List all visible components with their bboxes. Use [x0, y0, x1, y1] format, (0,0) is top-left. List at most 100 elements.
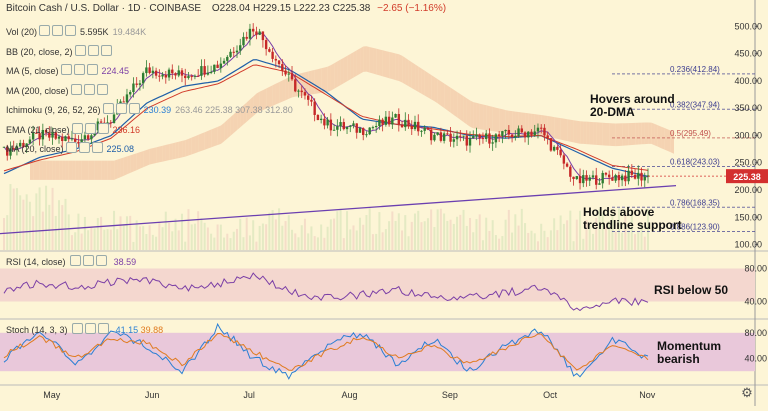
- gear-icon[interactable]: [87, 44, 99, 56]
- candle-body: [132, 83, 135, 93]
- volume-bar: [148, 225, 151, 250]
- candle-body: [436, 132, 439, 135]
- volume-bar: [614, 231, 617, 250]
- candle-body: [575, 176, 579, 179]
- close-icon[interactable]: [128, 103, 140, 114]
- ichimoku-cloud: [392, 52, 396, 81]
- indicator-label[interactable]: MA (20, close): [6, 144, 64, 154]
- candle-body: [200, 66, 203, 76]
- volume-bar: [637, 232, 640, 250]
- eye-icon[interactable]: [65, 142, 77, 153]
- ichimoku-cloud: [609, 123, 613, 147]
- ichimoku-cloud: [91, 160, 95, 180]
- ichimoku-cloud: [104, 160, 108, 180]
- volume-bar: [271, 210, 274, 250]
- eye-icon[interactable]: [39, 25, 51, 36]
- chart-header: Bitcoin Cash / U.S. Dollar · 1D · COINBA…: [6, 3, 447, 14]
- eye-icon[interactable]: [72, 323, 84, 334]
- close-icon[interactable]: [91, 142, 103, 153]
- gear-icon[interactable]: [115, 103, 127, 114]
- rsi-label[interactable]: RSI (14, close): [6, 257, 66, 267]
- volume-bar: [365, 215, 368, 250]
- candle-body: [472, 136, 475, 139]
- gear-icon[interactable]: [52, 25, 64, 36]
- candle-body: [245, 36, 248, 39]
- interval[interactable]: 1D: [127, 3, 141, 14]
- volume-bar: [559, 215, 562, 250]
- eye-icon[interactable]: [60, 64, 72, 75]
- time-axis-label: Nov: [639, 390, 656, 400]
- eye-icon[interactable]: [70, 83, 82, 95]
- settings-gear-icon[interactable]: ⚙: [741, 385, 753, 400]
- volume-bar: [410, 221, 413, 250]
- candle-body: [374, 126, 378, 128]
- candle-body: [591, 175, 595, 178]
- close-icon[interactable]: [96, 83, 108, 95]
- volume-bar: [611, 214, 614, 250]
- indicator-value: 225.08: [106, 144, 135, 154]
- eye-icon[interactable]: [71, 122, 83, 134]
- candle-body: [614, 175, 617, 181]
- volume-bar: [180, 213, 183, 250]
- symbol-title[interactable]: Bitcoin Cash / U.S. Dollar: [6, 3, 119, 14]
- candle-body: [410, 126, 413, 130]
- close-icon[interactable]: [65, 25, 77, 36]
- eye-icon[interactable]: [102, 103, 114, 114]
- eye-icon[interactable]: [70, 255, 82, 266]
- candle-body: [488, 133, 491, 144]
- stoch-label[interactable]: Stoch (14, 3, 3): [6, 325, 68, 335]
- close-icon[interactable]: [100, 44, 112, 56]
- volume-bar: [64, 198, 67, 250]
- eye-icon[interactable]: [74, 44, 86, 56]
- volume-bar: [22, 199, 25, 250]
- close-icon[interactable]: [97, 122, 109, 134]
- volume-bar: [598, 209, 601, 250]
- indicator-label[interactable]: Ichimoku (9, 26, 52, 26): [6, 105, 101, 115]
- volume-bar: [96, 218, 99, 250]
- ichimoku-cloud: [175, 141, 179, 159]
- candle-body: [22, 142, 25, 147]
- volume-bar: [355, 230, 358, 250]
- indicator-label[interactable]: Vol (20): [6, 27, 38, 37]
- candle-body: [48, 132, 51, 138]
- ichimoku-cloud: [195, 134, 199, 154]
- ichimoku-cloud: [146, 148, 150, 166]
- gear-icon[interactable]: [78, 142, 90, 153]
- volume-bar: [582, 238, 585, 250]
- candle-body: [501, 131, 504, 137]
- ichimoku-cloud: [402, 55, 406, 85]
- volume-bar: [61, 205, 64, 250]
- close-icon[interactable]: [96, 255, 108, 266]
- indicator-label[interactable]: MA (5, close): [6, 66, 59, 76]
- indicator-value: 230.39: [143, 105, 172, 115]
- ichimoku-cloud: [266, 86, 270, 109]
- current-price-label: 225.38: [733, 172, 761, 182]
- candle-body: [378, 119, 381, 127]
- gear-icon[interactable]: [85, 323, 97, 334]
- candle-body: [73, 138, 77, 142]
- close-icon[interactable]: [86, 64, 98, 75]
- volume-bar: [54, 215, 57, 250]
- gear-icon[interactable]: [83, 83, 95, 95]
- volume-bar: [430, 209, 433, 250]
- indicator-label[interactable]: EMA (21, close): [6, 124, 70, 135]
- rsi-band: [0, 268, 755, 302]
- volume-bar: [566, 220, 569, 250]
- close-icon[interactable]: [98, 323, 110, 334]
- candle-body: [35, 132, 38, 134]
- gear-icon[interactable]: [84, 122, 96, 134]
- indicator-label[interactable]: BB (20, close, 2): [6, 46, 73, 57]
- ohlc-close: C225.38: [332, 3, 371, 14]
- ichimoku-cloud: [227, 117, 231, 139]
- volume-bar: [595, 218, 598, 250]
- volume-bar: [200, 218, 203, 250]
- ichimoku-cloud: [263, 88, 267, 111]
- candle-body: [158, 75, 161, 77]
- volume-bar: [368, 208, 371, 250]
- volume-bar: [206, 227, 209, 250]
- indicator-value-2: 19.484K: [112, 27, 147, 37]
- candle-body: [514, 135, 517, 138]
- gear-icon[interactable]: [73, 64, 85, 75]
- indicator-label[interactable]: MA (200, close): [6, 85, 69, 96]
- gear-icon[interactable]: [83, 255, 95, 266]
